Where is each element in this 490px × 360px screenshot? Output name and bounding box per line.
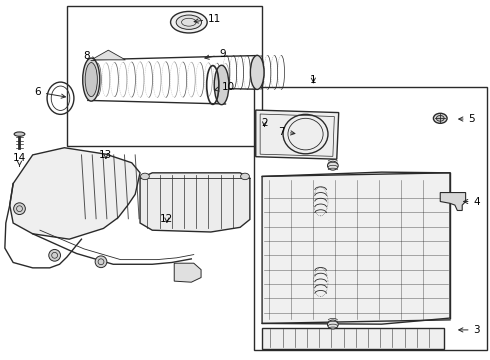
- Text: 5: 5: [459, 114, 475, 124]
- Polygon shape: [262, 328, 444, 348]
- Ellipse shape: [141, 173, 149, 180]
- Circle shape: [14, 203, 25, 215]
- Text: 8: 8: [83, 51, 96, 61]
- Ellipse shape: [14, 132, 25, 136]
- Text: 6: 6: [34, 87, 66, 98]
- Ellipse shape: [83, 58, 100, 101]
- Polygon shape: [91, 50, 125, 60]
- Text: 7: 7: [278, 127, 295, 136]
- Ellipse shape: [214, 65, 229, 105]
- Polygon shape: [262, 172, 450, 324]
- Polygon shape: [140, 173, 250, 232]
- Text: 14: 14: [13, 153, 26, 166]
- Ellipse shape: [171, 12, 207, 33]
- Text: 1: 1: [310, 75, 317, 85]
- Text: 12: 12: [160, 214, 173, 224]
- Text: 4: 4: [464, 197, 480, 207]
- Ellipse shape: [327, 320, 338, 329]
- Ellipse shape: [250, 55, 264, 89]
- Ellipse shape: [434, 113, 447, 123]
- Polygon shape: [440, 193, 465, 211]
- Text: 10: 10: [215, 82, 235, 92]
- Polygon shape: [256, 110, 339, 159]
- Text: 2: 2: [261, 118, 268, 128]
- Ellipse shape: [241, 173, 249, 180]
- Bar: [265, 329, 441, 347]
- Ellipse shape: [85, 63, 98, 96]
- Text: 11: 11: [194, 14, 221, 24]
- Polygon shape: [10, 148, 140, 239]
- Polygon shape: [174, 263, 201, 282]
- Text: 13: 13: [99, 150, 113, 160]
- Circle shape: [49, 249, 60, 261]
- Ellipse shape: [436, 116, 444, 121]
- Bar: [254, 87, 487, 350]
- Text: 9: 9: [205, 49, 226, 59]
- Ellipse shape: [327, 161, 338, 170]
- Text: 3: 3: [459, 325, 480, 335]
- Bar: [67, 6, 262, 146]
- Circle shape: [95, 256, 107, 267]
- Ellipse shape: [176, 15, 201, 30]
- Polygon shape: [21, 157, 133, 232]
